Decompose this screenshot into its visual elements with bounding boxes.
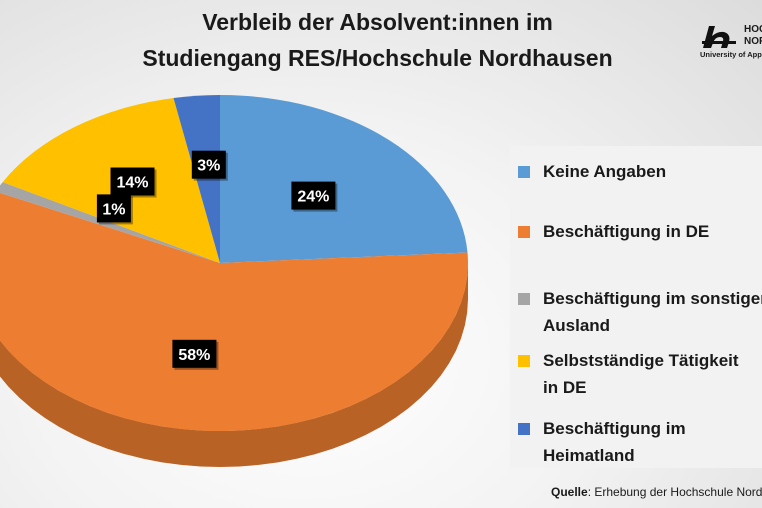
pie-data-labels: 24% 58% 1% 14% 3%	[96, 150, 338, 370]
pie-side-besch-ftigung-in-de	[0, 263, 468, 467]
legend-swatch	[518, 166, 530, 178]
source-note: Quelle: Erhebung der Hochschule Nord	[551, 485, 762, 499]
source-text: : Erhebung der Hochschule Nord	[587, 485, 762, 499]
pie-value-text: 58%	[178, 347, 210, 364]
pie-value-text: 24%	[297, 189, 329, 206]
logo-text-line3: University of App	[700, 50, 762, 59]
legend-label: Beschäftigung im Heimatland	[543, 419, 686, 465]
pie-slice-besch-ftigung-in-de	[0, 192, 468, 432]
legend-label: Selbstständige Tätigkeit in DE	[543, 351, 739, 397]
pie-slice-keine-angaben	[220, 95, 468, 263]
source-label: Quelle	[551, 485, 588, 499]
legend-swatch	[518, 355, 530, 367]
chart-legend: Keine Angaben Beschäftigung in DE Beschä…	[510, 146, 762, 468]
legend-swatch	[518, 293, 530, 305]
label-box	[96, 194, 131, 223]
pie-data-label-keine-angaben: 24%	[291, 181, 338, 212]
logo-mark-icon	[702, 26, 736, 48]
pie-value-text: 1%	[102, 201, 125, 218]
logo-text-line1: HOC	[744, 24, 762, 35]
pie-slice-besch-ftigung-im-heimatland	[173, 95, 220, 263]
pie-slices	[0, 95, 468, 432]
legend-swatch	[518, 226, 530, 238]
pie-data-label-selbstst-ndige-t-tigkeit-in-de: 14%	[110, 167, 157, 198]
chart-title-line1: Verbleib der Absolvent:innen im	[202, 9, 553, 35]
pie-slice-besch-ftigung-im-sonstigen-ausland	[0, 182, 220, 263]
pie-data-label-besch-ftigung-in-de: 58%	[172, 339, 219, 370]
chart-title: Verbleib der Absolvent:innen im Studieng…	[0, 4, 762, 76]
pie-value-text: 14%	[116, 175, 148, 192]
pie-value-text: 3%	[197, 158, 220, 175]
label-box	[172, 339, 217, 368]
label-box	[110, 167, 155, 196]
legend-label: Beschäftigung in DE	[543, 222, 710, 241]
university-logo: HOC NOR University of App	[700, 20, 762, 62]
pie-data-label-besch-ftigung-im-sonstigen-ausland: 1%	[96, 194, 133, 225]
chart-title-line2: Studiengang RES/Hochschule Nordhausen	[142, 45, 613, 71]
logo-text-line2: NOR	[744, 36, 762, 47]
label-box	[291, 181, 336, 210]
legend-label: Keine Angaben	[543, 162, 667, 181]
pie-side-wall	[0, 263, 468, 467]
label-box	[191, 150, 226, 179]
legend-swatch	[518, 423, 530, 435]
pie-data-label-besch-ftigung-im-heimatland: 3%	[191, 150, 228, 181]
legend-label: Beschäftigung im sonstigen Ausland	[543, 289, 762, 335]
